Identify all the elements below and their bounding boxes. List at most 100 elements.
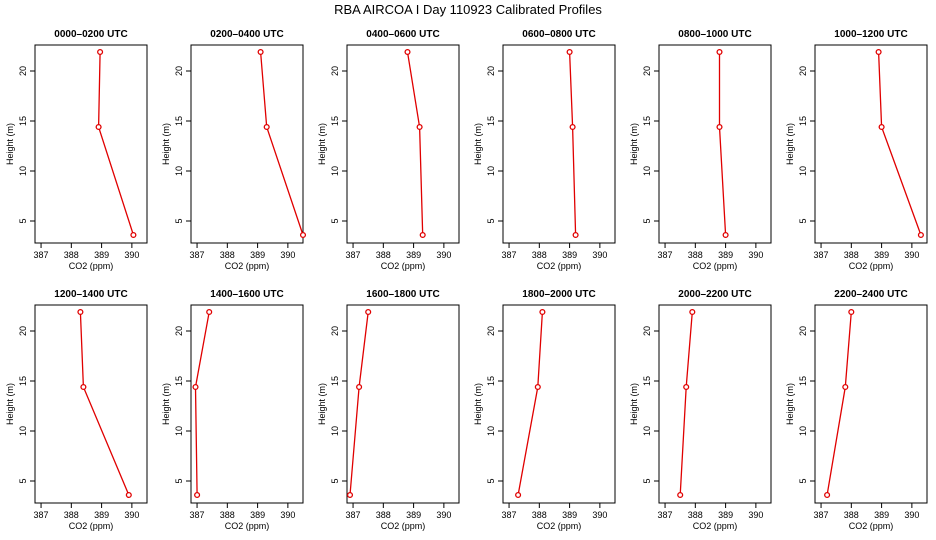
x-tick-label: 388 bbox=[64, 250, 79, 260]
profile-panel: 1000–1200 UTC 387 388 389 390 5 10 15 20 CO2 (ppm… bbox=[785, 29, 928, 271]
y-tick-label: 20 bbox=[798, 326, 808, 336]
profile-line bbox=[259, 51, 304, 236]
data-point bbox=[194, 491, 201, 499]
profile-panel: 0400–0600 UTC 387 388 389 390 5 10 15 20 CO2 (ppm… bbox=[317, 29, 460, 271]
plot-frame bbox=[502, 44, 616, 244]
data-point bbox=[683, 383, 690, 391]
x-tick-label: 390 bbox=[280, 510, 295, 520]
data-point bbox=[130, 231, 137, 239]
data-point bbox=[842, 383, 849, 391]
profile-panel: 0200–0400 UTC 387 388 389 390 5 10 15 20 CO2 (ppm… bbox=[161, 29, 307, 271]
y-tick-label: 10 bbox=[18, 166, 28, 176]
y-tick-label: 20 bbox=[486, 326, 496, 336]
y-tick-label: 10 bbox=[330, 166, 340, 176]
x-tick-label: 389 bbox=[718, 250, 733, 260]
data-point bbox=[80, 383, 87, 391]
y-tick-label: 10 bbox=[18, 426, 28, 436]
profile-panel: 1600–1800 UTC 387 388 389 390 5 10 15 20 CO2 (ppm… bbox=[317, 289, 460, 531]
data-point bbox=[404, 48, 411, 56]
x-axis-label: CO2 (ppm) bbox=[849, 521, 894, 531]
y-tick-label: 5 bbox=[330, 218, 340, 223]
panel-title: 1400–1600 UTC bbox=[210, 289, 283, 300]
x-axis-label: CO2 (ppm) bbox=[849, 261, 894, 271]
y-tick-label: 15 bbox=[330, 376, 340, 386]
data-point bbox=[716, 123, 723, 131]
y-tick-label: 15 bbox=[174, 376, 184, 386]
profile-panels: 0000–0200 UTC 387 388 389 390 5 10 15 20 CO2 (ppm… bbox=[5, 29, 928, 531]
panel-title: 0000–0200 UTC bbox=[54, 29, 127, 40]
profile-line bbox=[79, 311, 130, 496]
x-tick-label: 389 bbox=[406, 510, 421, 520]
x-tick-label: 389 bbox=[874, 250, 889, 260]
y-axis-label: Height (m) bbox=[317, 123, 327, 165]
x-tick-label: 388 bbox=[532, 250, 547, 260]
profile-panel: 2000–2200 UTC 387 388 389 390 5 10 15 20 CO2 (ppm… bbox=[629, 289, 772, 531]
x-tick-label: 390 bbox=[280, 250, 295, 260]
panel-title: 1600–1800 UTC bbox=[366, 289, 439, 300]
x-tick-label: 387 bbox=[658, 510, 673, 520]
y-tick-label: 10 bbox=[486, 166, 496, 176]
y-axis-label: Height (m) bbox=[5, 383, 15, 425]
y-tick-label: 5 bbox=[486, 478, 496, 483]
data-point bbox=[419, 231, 426, 239]
y-tick-label: 15 bbox=[486, 376, 496, 386]
data-point bbox=[192, 383, 199, 391]
data-point bbox=[689, 308, 696, 316]
x-tick-label: 388 bbox=[220, 510, 235, 520]
y-axis-label: Height (m) bbox=[629, 383, 639, 425]
x-tick-label: 390 bbox=[592, 250, 607, 260]
x-tick-label: 388 bbox=[688, 250, 703, 260]
x-tick-label: 388 bbox=[220, 250, 235, 260]
data-point bbox=[569, 123, 576, 131]
x-tick-label: 389 bbox=[718, 510, 733, 520]
panel-title: 0400–0600 UTC bbox=[366, 29, 439, 40]
x-tick-label: 387 bbox=[346, 510, 361, 520]
data-point bbox=[824, 491, 831, 499]
y-tick-label: 10 bbox=[798, 426, 808, 436]
x-tick-label: 389 bbox=[562, 510, 577, 520]
plot-frame bbox=[346, 304, 460, 504]
x-tick-label: 387 bbox=[34, 510, 49, 520]
x-axis-label: CO2 (ppm) bbox=[537, 261, 582, 271]
x-tick-label: 388 bbox=[376, 250, 391, 260]
y-tick-label: 15 bbox=[174, 116, 184, 126]
x-tick-label: 387 bbox=[190, 250, 205, 260]
y-tick-label: 5 bbox=[642, 478, 652, 483]
x-tick-label: 388 bbox=[64, 510, 79, 520]
y-tick-label: 20 bbox=[330, 326, 340, 336]
profile-panel: 2200–2400 UTC 387 388 389 390 5 10 15 20 CO2 (ppm… bbox=[785, 289, 928, 531]
profile-line bbox=[826, 311, 852, 496]
plot-frame bbox=[502, 304, 616, 504]
y-tick-label: 15 bbox=[642, 376, 652, 386]
x-axis-label: CO2 (ppm) bbox=[693, 261, 738, 271]
y-tick-label: 5 bbox=[18, 478, 28, 483]
data-point bbox=[257, 48, 264, 56]
panel-title: 1200–1400 UTC bbox=[54, 289, 127, 300]
y-tick-label: 5 bbox=[642, 218, 652, 223]
x-tick-label: 388 bbox=[844, 250, 859, 260]
y-tick-label: 20 bbox=[174, 66, 184, 76]
y-tick-label: 5 bbox=[798, 218, 808, 223]
x-axis-label: CO2 (ppm) bbox=[537, 521, 582, 531]
profile-line bbox=[718, 52, 727, 236]
y-tick-label: 20 bbox=[798, 66, 808, 76]
x-axis-label: CO2 (ppm) bbox=[69, 521, 114, 531]
y-tick-label: 5 bbox=[174, 218, 184, 223]
data-point bbox=[299, 231, 307, 239]
x-tick-label: 387 bbox=[190, 510, 205, 520]
plot-frame bbox=[190, 304, 304, 504]
data-point bbox=[95, 123, 102, 131]
x-tick-label: 390 bbox=[124, 510, 139, 520]
x-tick-label: 387 bbox=[34, 250, 49, 260]
y-tick-label: 20 bbox=[18, 326, 28, 336]
panel-title: 0200–0400 UTC bbox=[210, 29, 283, 40]
data-point bbox=[572, 231, 579, 239]
y-tick-label: 20 bbox=[642, 326, 652, 336]
x-axis-label: CO2 (ppm) bbox=[225, 521, 270, 531]
x-tick-label: 388 bbox=[688, 510, 703, 520]
plot-frame bbox=[658, 44, 772, 244]
data-point bbox=[534, 383, 541, 391]
x-tick-label: 388 bbox=[532, 510, 547, 520]
data-point bbox=[722, 231, 729, 239]
profile-line bbox=[679, 311, 693, 496]
